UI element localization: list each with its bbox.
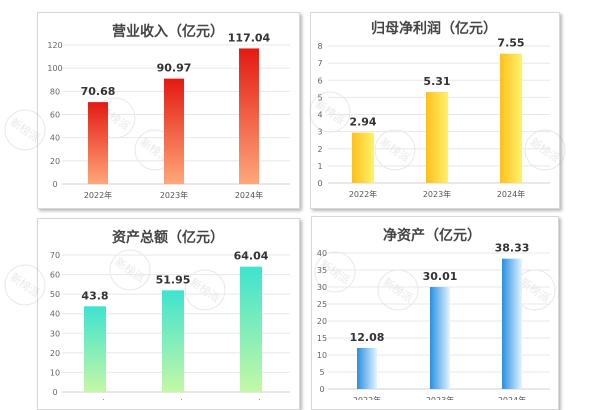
y-tick-label: 50: [50, 290, 60, 299]
y-tick-label: 40: [50, 310, 60, 319]
data-label: 43.8: [81, 289, 108, 302]
x-tick-label: 2023年: [426, 395, 454, 400]
y-tick-label: 5: [319, 368, 324, 377]
data-label: 2.94: [349, 116, 376, 129]
y-tick-label: 60: [50, 271, 60, 280]
watermark-text: 新榜派: [7, 115, 42, 145]
y-tick-label: 5: [317, 93, 322, 102]
x-tick-label: 2022年: [353, 395, 381, 400]
y-tick-label: 80: [50, 87, 60, 96]
x-tick-label: 2022年: [349, 189, 377, 199]
data-label: 64.04: [234, 250, 269, 263]
y-tick-label: 10: [50, 368, 60, 377]
watermark-stamp: 新榜派: [309, 91, 351, 133]
y-tick-label: 20: [317, 317, 327, 326]
watermark-stamp: 新榜派: [4, 109, 46, 151]
chart-title: 归母净利润（亿元）: [371, 20, 497, 37]
x-tick-label: 2022年: [81, 398, 109, 400]
y-tick-label: 30: [317, 283, 327, 292]
x-tick-label: 2023年: [160, 190, 188, 200]
watermark-stamp: 新榜派: [374, 129, 416, 171]
y-tick-label: 3: [317, 128, 322, 137]
data-label: 7.55: [497, 37, 524, 50]
bar: [88, 102, 108, 184]
watermark-text: 新榜派: [7, 270, 42, 300]
bar: [352, 132, 374, 183]
bar: [162, 290, 184, 392]
y-tick-label: 10: [317, 351, 327, 360]
bar: [502, 258, 522, 389]
x-tick-label: 2024年: [235, 190, 263, 200]
watermark-text: 新榜派: [527, 135, 562, 165]
y-tick-label: 60: [50, 111, 60, 120]
data-label: 5.31: [423, 75, 450, 88]
y-tick-label: 0: [52, 388, 57, 397]
bar: [357, 347, 377, 389]
data-label: 117.04: [228, 31, 271, 44]
data-label: 70.68: [81, 85, 116, 98]
y-tick-label: 4: [317, 111, 322, 120]
y-tick-label: 0: [52, 180, 57, 189]
y-tick-label: 20: [50, 349, 60, 358]
y-tick-label: 40: [50, 134, 60, 143]
watermark-text: 新榜派: [187, 275, 222, 305]
watermark-stamp: 新榜派: [524, 129, 566, 171]
chart-title: 资产总额（亿元）: [112, 229, 224, 246]
watermark-stamp: 新榜派: [184, 269, 226, 311]
y-tick-label: 30: [50, 329, 60, 338]
y-tick-label: 40: [317, 249, 327, 258]
bar: [500, 53, 522, 183]
y-tick-label: 1: [317, 162, 322, 171]
x-tick-label: 2023年: [423, 189, 451, 199]
watermark-text: 新榜派: [377, 135, 412, 165]
x-tick-label: 2023年: [159, 398, 187, 400]
bar: [430, 286, 450, 389]
chart-title: 营业收入（亿元）: [112, 23, 224, 40]
data-label: 51.95: [156, 273, 191, 286]
bar: [164, 78, 184, 184]
y-tick-label: 7: [317, 59, 322, 68]
y-tick-label: 120: [47, 41, 62, 50]
x-tick-label: 2024年: [498, 395, 526, 400]
y-tick-label: 0: [319, 385, 324, 394]
y-tick-label: 2: [317, 145, 322, 154]
bar-chart-1: 归母净利润（亿元） 0 1 2 3 4 5 6 7 8 2.94 2022年 5.31 2023年 7.55…: [317, 20, 550, 199]
x-tick-label: 2024年: [497, 189, 525, 199]
watermark-text: 新榜派: [380, 275, 415, 305]
bar-chart-3: 净资产（亿元） 0 5 10 15 20 25 30 35 40 12.08 2022年 30.01 20…: [317, 227, 550, 400]
data-label: 90.97: [157, 62, 192, 75]
y-tick-label: 0: [317, 179, 322, 188]
bar: [84, 306, 106, 392]
x-tick-label: 2024年: [237, 398, 265, 400]
chart-title: 净资产（亿元）: [383, 227, 481, 244]
watermark-stamp: 新榜派: [4, 264, 46, 306]
bar: [426, 92, 448, 183]
data-label: 38.33: [495, 242, 530, 255]
watermark-text: 新榜派: [112, 255, 147, 285]
watermark-text: 新榜派: [517, 275, 552, 305]
bar-chart-0: 营业收入（亿元） 0 20 40 60 80 100 120 70.68 2022年 90.97 20…: [47, 23, 290, 200]
bar: [239, 48, 259, 184]
y-tick-label: 25: [317, 300, 327, 309]
bar: [240, 266, 262, 392]
data-label: 12.08: [350, 331, 385, 344]
y-tick-label: 35: [317, 266, 327, 275]
y-tick-label: 8: [317, 42, 322, 51]
data-label: 30.01: [423, 270, 458, 283]
x-tick-label: 2022年: [84, 190, 112, 200]
y-tick-label: 20: [50, 157, 60, 166]
y-tick-label: 100: [47, 64, 62, 73]
bar-chart-2: 资产总额（亿元） 0 10 20 30 40 50 60 70 43.8 2022年 51.95 202…: [50, 229, 290, 400]
watermark-stamp: 新榜派: [109, 249, 151, 291]
y-tick-label: 70: [50, 251, 60, 260]
y-tick-label: 15: [317, 334, 327, 343]
y-tick-label: 6: [317, 76, 322, 85]
